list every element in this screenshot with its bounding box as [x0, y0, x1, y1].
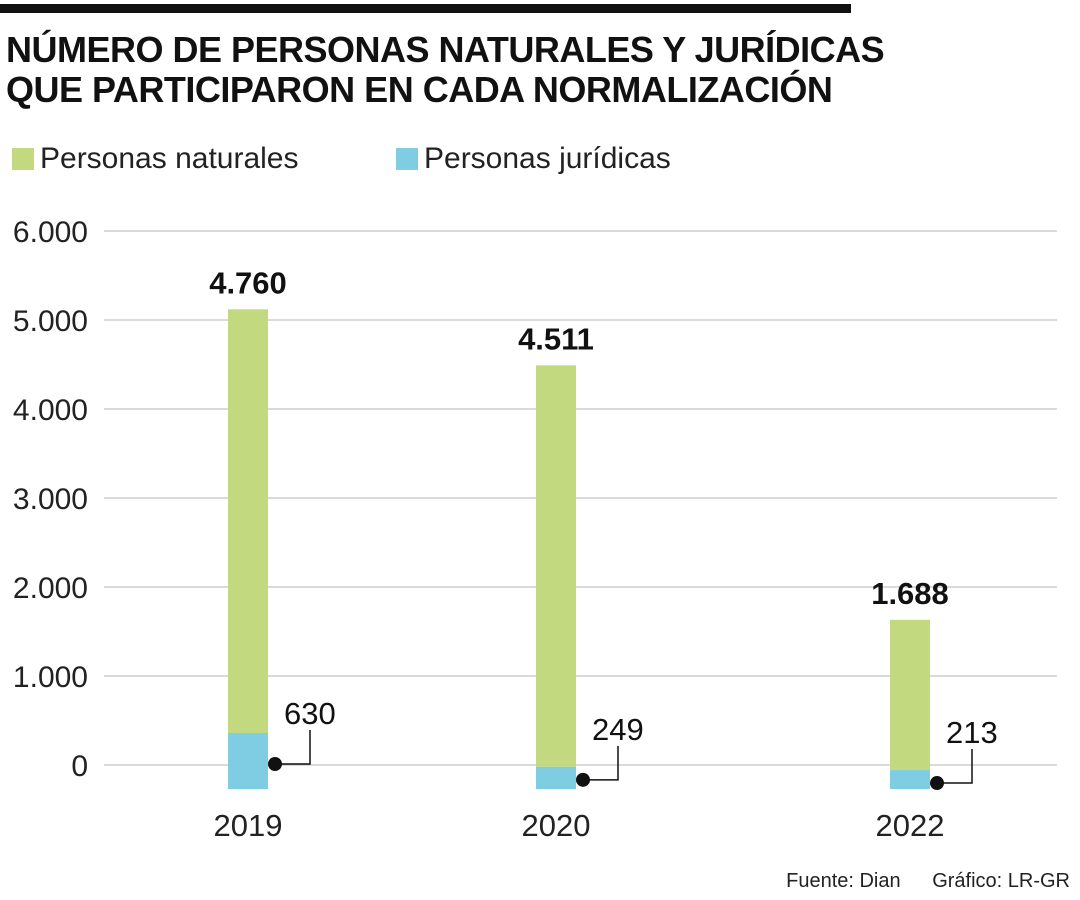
- y-tick-label: 2.000: [13, 572, 88, 605]
- x-category-label: 2019: [214, 808, 283, 843]
- bar-personas-naturales: [536, 365, 576, 767]
- chart-title-line-1: NÚMERO DE PERSONAS NATURALES Y JURÍDICAS: [6, 29, 885, 70]
- callout-dot: [930, 776, 944, 791]
- x-category-label: 2022: [876, 808, 945, 843]
- legend-label-personas-juridicas: Personas jurídicas: [424, 142, 671, 175]
- x-category-label: 2020: [522, 808, 591, 843]
- bar-personas-naturales: [228, 309, 268, 733]
- bar-personas-juridicas: [890, 770, 930, 789]
- y-tick-label: 3.000: [13, 483, 88, 516]
- legend-item-personas-juridicas: Personas jurídicas: [396, 142, 671, 176]
- top-rule: [0, 4, 851, 13]
- y-tick-label: 6.000: [13, 216, 88, 249]
- callout-dot: [268, 757, 282, 771]
- footer: Fuente: Dian Gráfico: LR-GR: [786, 870, 1070, 893]
- data-label-personas-juridicas: 630: [284, 696, 336, 731]
- bar-personas-juridicas: [228, 732, 268, 789]
- y-tick-label: 5.000: [13, 305, 88, 338]
- legend-swatch-personas-juridicas: [396, 148, 418, 170]
- chart-title: NÚMERO DE PERSONAS NATURALES Y JURÍDICAS…: [6, 30, 1066, 110]
- callout-line: [275, 730, 311, 765]
- chart-title-line-2: QUE PARTICIPARON EN CADA NORMALIZACIÓN: [6, 69, 833, 110]
- data-label-personas-naturales: 1.688: [871, 576, 949, 611]
- data-label-personas-naturales: 4.760: [209, 265, 287, 300]
- bar-personas-juridicas: [536, 766, 576, 789]
- bar-chart: 0 1.000 2.000 3.000 4.000 5.000 6.000 4.760 630 2…: [13, 216, 1057, 843]
- legend-item-personas-naturales: Personas naturales: [12, 142, 299, 176]
- y-tick-label: 1.000: [13, 661, 88, 694]
- data-label-personas-naturales: 4.511: [518, 321, 594, 356]
- callout-dot: [576, 772, 590, 787]
- legend-swatch-personas-naturales: [12, 148, 34, 170]
- source-note: Fuente: Dian: [786, 870, 901, 892]
- data-label-personas-juridicas: 249: [592, 712, 644, 747]
- graphic-credit: Gráfico: LR-GR: [932, 870, 1070, 892]
- legend-label-personas-naturales: Personas naturales: [40, 142, 299, 175]
- data-label-personas-juridicas: 213: [946, 715, 998, 750]
- callout-line: [583, 745, 619, 781]
- callout-line: [937, 749, 973, 784]
- y-tick-label: 0: [71, 750, 88, 783]
- bar-personas-naturales: [890, 619, 930, 771]
- y-tick-label: 4.000: [13, 394, 88, 427]
